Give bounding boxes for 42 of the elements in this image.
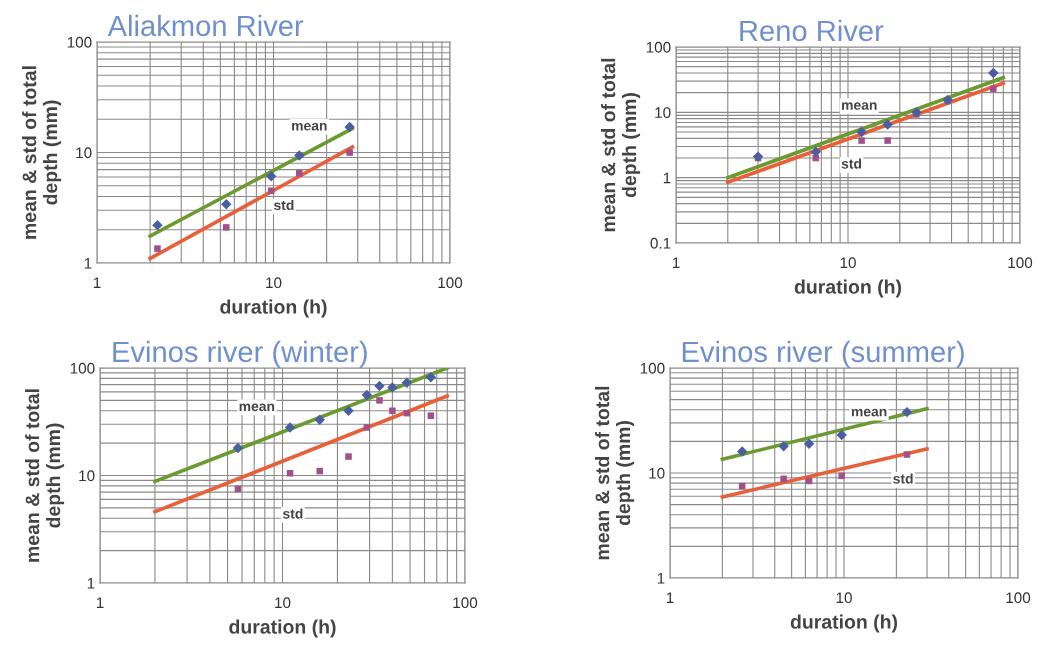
y-tick-label: 10 xyxy=(79,470,95,482)
y-tick-label: 10 xyxy=(76,147,92,159)
x-tick-label: 10 xyxy=(266,277,282,289)
annotation: std xyxy=(893,473,913,484)
x-tick-label: 10 xyxy=(836,592,852,604)
y-axis-title: mean & std of total depth (mm) xyxy=(25,389,65,562)
x-tick-label: 10 xyxy=(275,597,291,609)
x-tick-label: 100 xyxy=(438,277,463,289)
x-tick-label: 10 xyxy=(840,257,856,269)
annotation: mean xyxy=(292,122,327,131)
x-axis-title: duration (h) xyxy=(790,614,898,633)
x-tick-label: 1 xyxy=(96,597,104,608)
y-axis-title: mean & std of total depth (mm) xyxy=(22,66,62,239)
x-tick-label: 1 xyxy=(672,257,680,268)
chart-title: Reno River xyxy=(740,19,884,42)
chart-title: Aliakmon River xyxy=(107,14,304,37)
y-tick-label: 0.1 xyxy=(650,237,671,249)
y-axis-title: mean & std of total depth (mm) xyxy=(595,386,635,560)
y-tick-label: 10 xyxy=(649,467,665,479)
chart-title: Evinos river (winter) xyxy=(113,340,367,368)
y-tick-label: 1 xyxy=(663,172,671,184)
y-tick-label: 100 xyxy=(646,41,671,53)
y-tick-label: 100 xyxy=(640,362,665,374)
annotation: mean xyxy=(842,102,877,110)
annotation: std xyxy=(282,508,303,519)
y-tick-label: 100 xyxy=(70,362,95,374)
y-tick-label: 10 xyxy=(655,107,671,119)
x-axis-title: duration (h) xyxy=(220,299,327,318)
annotation: mean xyxy=(239,403,275,412)
y-axis-title: mean & std of total depth (mm) xyxy=(601,58,641,232)
y-tick-label: 1 xyxy=(87,578,95,589)
annotation: mean xyxy=(851,408,887,417)
x-axis-title: duration (h) xyxy=(229,619,336,638)
x-axis-title: duration (h) xyxy=(794,279,902,298)
annotation: std xyxy=(841,158,862,169)
y-tick-label: 1 xyxy=(657,573,665,584)
y-tick-label: 100 xyxy=(67,36,92,48)
chart-title: Evinos river (summer) xyxy=(682,340,964,368)
x-tick-label: 100 xyxy=(453,597,478,609)
x-tick-label: 100 xyxy=(1008,257,1033,269)
annotation: std xyxy=(273,199,294,211)
x-tick-label: 100 xyxy=(1006,592,1031,604)
